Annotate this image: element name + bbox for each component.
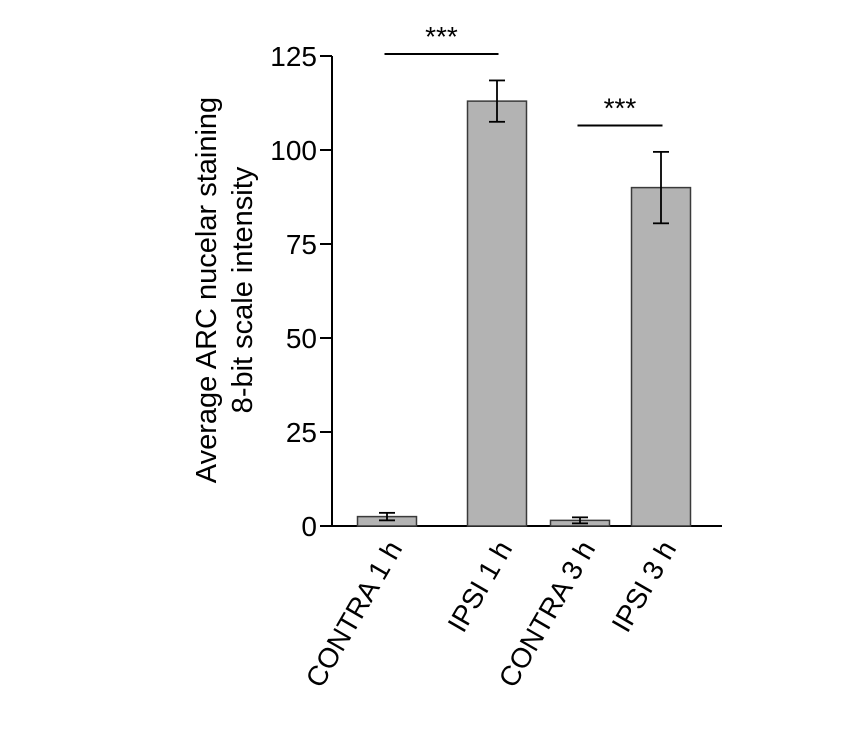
- significance-annotations: *** ***: [384, 21, 663, 127]
- y-axis-label-line1: Average ARC nucelar staining: [191, 97, 223, 483]
- significance-label: ***: [604, 92, 637, 123]
- y-ticks: 0 25 50 75 100 125: [270, 41, 332, 542]
- error-bar: [653, 150, 669, 225]
- bar: [630, 186, 692, 527]
- x-tick-label: IPSI 1 h: [442, 536, 519, 638]
- significance-marker: ***: [577, 92, 663, 127]
- bar: [466, 100, 528, 527]
- significance-label: ***: [425, 21, 458, 52]
- y-tick-label: 0: [301, 511, 317, 542]
- error-bars: [379, 79, 669, 525]
- y-tick-label: 125: [270, 41, 317, 72]
- x-tick-label: IPSI 3 h: [606, 536, 683, 638]
- y-tick-label: 25: [286, 417, 317, 448]
- error-bar: [489, 79, 505, 123]
- y-tick-label: 75: [286, 229, 317, 260]
- significance-marker: ***: [384, 21, 499, 55]
- x-tick-label: CONTRA 1 h: [300, 536, 409, 693]
- bars: [356, 100, 692, 527]
- error-bar: [572, 516, 588, 525]
- y-tick-label: 50: [286, 323, 317, 354]
- y-axis-label: Average ARC nucelar staining 8-bit scale…: [191, 97, 259, 483]
- error-bar: [379, 511, 395, 522]
- y-axis-label-line2: 8-bit scale intensity: [227, 166, 259, 413]
- y-tick-label: 100: [270, 135, 317, 166]
